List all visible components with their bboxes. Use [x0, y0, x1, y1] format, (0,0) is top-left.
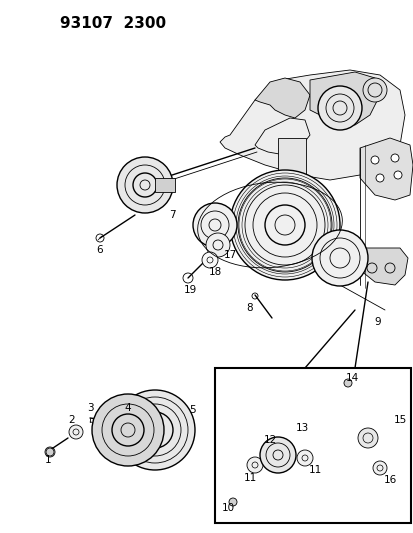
- Circle shape: [69, 425, 83, 439]
- Circle shape: [115, 390, 195, 470]
- Circle shape: [206, 233, 230, 257]
- Circle shape: [228, 498, 236, 506]
- Polygon shape: [309, 72, 379, 125]
- Circle shape: [372, 461, 386, 475]
- Text: 14: 14: [344, 373, 358, 383]
- Text: 18: 18: [208, 267, 221, 277]
- Circle shape: [390, 154, 398, 162]
- Text: 6: 6: [97, 245, 103, 255]
- Circle shape: [92, 394, 164, 466]
- Text: 7: 7: [168, 210, 175, 220]
- Text: 9: 9: [374, 317, 380, 327]
- Circle shape: [370, 156, 378, 164]
- Circle shape: [357, 428, 377, 448]
- Circle shape: [117, 157, 173, 213]
- Polygon shape: [359, 138, 412, 200]
- Circle shape: [192, 203, 236, 247]
- Circle shape: [393, 171, 401, 179]
- Circle shape: [46, 448, 54, 456]
- Text: 11: 11: [243, 473, 256, 483]
- Circle shape: [230, 170, 339, 280]
- Circle shape: [296, 450, 312, 466]
- Circle shape: [343, 379, 351, 387]
- Circle shape: [259, 437, 295, 473]
- Circle shape: [247, 457, 262, 473]
- Text: 5: 5: [189, 405, 196, 415]
- Polygon shape: [354, 248, 407, 285]
- Text: 1: 1: [45, 455, 51, 465]
- Text: 4: 4: [124, 403, 131, 413]
- Text: 12: 12: [263, 435, 276, 445]
- Circle shape: [202, 252, 218, 268]
- Bar: [214, 368, 410, 523]
- Text: 93107  2300: 93107 2300: [60, 16, 166, 31]
- Circle shape: [362, 78, 386, 102]
- Polygon shape: [219, 70, 404, 180]
- Text: 19: 19: [183, 285, 196, 295]
- Polygon shape: [344, 415, 397, 460]
- Text: 8: 8: [246, 303, 253, 313]
- Text: 17: 17: [223, 250, 236, 260]
- Polygon shape: [254, 118, 309, 155]
- Circle shape: [375, 174, 383, 182]
- Text: 2: 2: [69, 415, 75, 425]
- Text: 11: 11: [308, 465, 321, 475]
- Text: 10: 10: [221, 503, 234, 513]
- Polygon shape: [254, 78, 309, 118]
- Bar: [154, 178, 175, 192]
- Text: 13: 13: [294, 423, 308, 433]
- Bar: [277, 138, 305, 190]
- Circle shape: [317, 86, 361, 130]
- Circle shape: [311, 230, 367, 286]
- Text: 3: 3: [86, 403, 93, 413]
- Text: 15: 15: [392, 415, 406, 425]
- Text: 16: 16: [382, 475, 396, 485]
